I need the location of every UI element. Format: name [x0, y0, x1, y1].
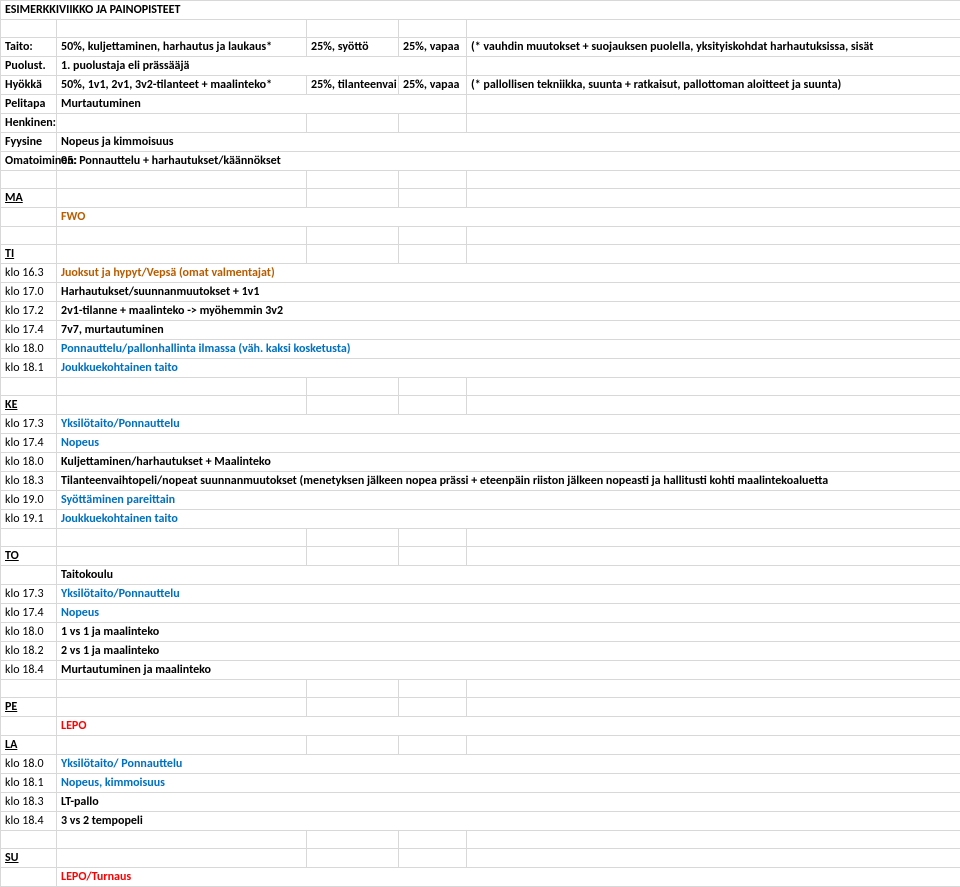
day-header: TI — [1, 245, 57, 264]
cell: Nopeus ja kimmoisuus — [57, 133, 960, 152]
time-cell: klo 17.2 — [1, 302, 57, 321]
time-cell: klo 17.3 — [1, 415, 57, 434]
time-cell: klo 18.0 — [1, 453, 57, 472]
activity-cell: LEPO — [57, 717, 960, 736]
cell: 05: Ponnauttelu + harhautukset/käännökse… — [57, 152, 960, 171]
activity-cell: Nopeus, kimmoisuus — [57, 774, 960, 793]
activity-cell: Murtautuminen ja maalinteko — [57, 661, 960, 680]
cell: 50%, 1v1, 2v1, 3v2-tilanteet + maalintek… — [57, 76, 307, 95]
day-header: SU — [1, 849, 57, 868]
day-header: MA — [1, 189, 57, 208]
activity-cell: Taitokoulu — [57, 566, 960, 585]
activity-cell: Nopeus — [57, 604, 960, 623]
time-cell — [1, 717, 57, 736]
activity-cell: Kuljettaminen/harhautukset + Maalinteko — [57, 453, 960, 472]
time-cell: klo 19.0 — [1, 491, 57, 510]
activity-cell: Ponnauttelu/pallonhallinta ilmassa (väh.… — [57, 340, 960, 359]
activity-cell: Tilanteenvaihtopeli/nopeat suunnanmuutok… — [57, 472, 960, 491]
label-taito: Taito: — [1, 38, 57, 57]
cell: 25%, vapaa — [399, 38, 467, 57]
activity-cell: 2 vs 1 ja maalinteko — [57, 642, 960, 661]
time-cell: klo 17.0 — [1, 283, 57, 302]
day-header: LA — [1, 736, 57, 755]
cell: 25%, syöttö — [307, 38, 399, 57]
cell: 1. puolustaja eli prässääjä — [57, 57, 467, 76]
time-cell: klo 17.3 — [1, 585, 57, 604]
time-cell: klo 18.1 — [1, 774, 57, 793]
activity-cell: Syöttäminen pareittain — [57, 491, 960, 510]
activity-cell: 3 vs 2 tempopeli — [57, 812, 960, 831]
day-header: TO — [1, 547, 57, 566]
activity-cell: Nopeus — [57, 434, 960, 453]
label-puolust: Puolust. — [1, 57, 57, 76]
time-cell: klo 18.4 — [1, 661, 57, 680]
cell: Murtautuminen — [57, 95, 467, 114]
time-cell: klo 18.4 — [1, 812, 57, 831]
activity-cell: LEPO/Turnaus — [57, 868, 960, 887]
cell: (* vauhdin muutokset + suojauksen puolel… — [467, 38, 960, 57]
time-cell: klo 18.0 — [1, 340, 57, 359]
activity-cell: FWO — [57, 208, 960, 227]
activity-cell: Juoksut ja hypyt/Vepsä (omat valmentajat… — [57, 264, 960, 283]
time-cell: klo 18.0 — [1, 623, 57, 642]
time-cell: klo 17.4 — [1, 321, 57, 340]
label-omatoiminen: Omatoiminen: — [1, 152, 57, 171]
activity-cell: Joukkuekohtainen taito — [57, 359, 960, 378]
time-cell — [1, 208, 57, 227]
activity-cell: LT-pallo — [57, 793, 960, 812]
activity-cell: 1 vs 1 ja maalinteko — [57, 623, 960, 642]
day-header: KE — [1, 396, 57, 415]
activity-cell: 2v1-tilanne + maalinteko -> myöhemmin 3v… — [57, 302, 960, 321]
activity-cell: 7v7, murtautuminen — [57, 321, 960, 340]
time-cell: klo 18.2 — [1, 642, 57, 661]
time-cell: klo 18.0 — [1, 755, 57, 774]
time-cell — [1, 566, 57, 585]
page-title: ESIMERKKIVIIKKO JA PAINOPISTEET — [1, 1, 960, 20]
label-fyysine: Fyysine — [1, 133, 57, 152]
time-cell: klo 17.4 — [1, 604, 57, 623]
cell: 25%, tilanteenvai — [307, 76, 399, 95]
time-cell: klo 18.1 — [1, 359, 57, 378]
activity-cell: Yksilötaito/ Ponnauttelu — [57, 755, 960, 774]
time-cell: klo 16.3 — [1, 264, 57, 283]
label-henkinen: Henkinen: — [1, 114, 57, 133]
activity-cell: Yksilötaito/Ponnauttelu — [57, 415, 960, 434]
activity-cell: Yksilötaito/Ponnauttelu — [57, 585, 960, 604]
label-pelitapa: Pelitapa — [1, 95, 57, 114]
label-hyokka: Hyökkä — [1, 76, 57, 95]
activity-cell: Harhautukset/suunnanmuutokset + 1v1 — [57, 283, 960, 302]
day-header: PE — [1, 698, 57, 717]
cell: (* pallollisen tekniikka, suunta + ratka… — [467, 76, 960, 95]
cell: 25%, vapaa — [399, 76, 467, 95]
time-cell: klo 18.3 — [1, 472, 57, 491]
activity-cell: Joukkuekohtainen taito — [57, 510, 960, 529]
time-cell — [1, 868, 57, 887]
time-cell: klo 19.1 — [1, 510, 57, 529]
cell: 50%, kuljettaminen, harhautus ja laukaus… — [57, 38, 307, 57]
spreadsheet: ESIMERKKIVIIKKO JA PAINOPISTEET Taito:50%… — [0, 0, 960, 887]
time-cell: klo 18.3 — [1, 793, 57, 812]
time-cell: klo 17.4 — [1, 434, 57, 453]
